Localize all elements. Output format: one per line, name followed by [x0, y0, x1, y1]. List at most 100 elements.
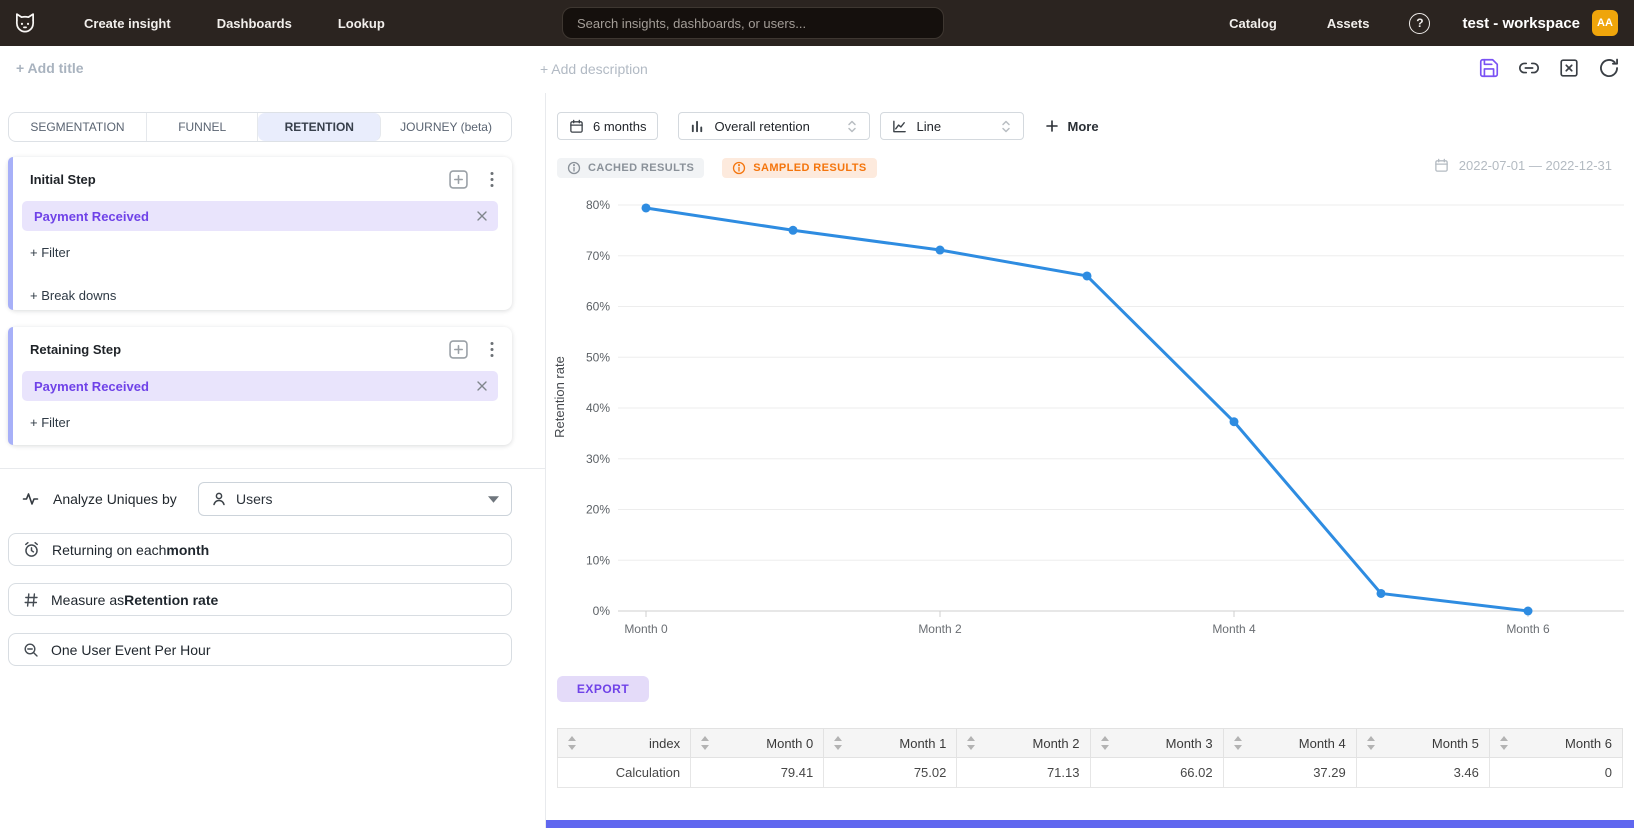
add-event-icon[interactable] [449, 170, 468, 189]
metric-select[interactable]: Overall retention [678, 112, 871, 140]
nav-catalog[interactable]: Catalog [1229, 15, 1277, 31]
dedupe-label: One User Event Per Hour [51, 641, 211, 658]
sort-icon[interactable] [1366, 736, 1375, 750]
results-panel: 6 months Overall retention Line Mo [546, 93, 1634, 828]
tab-retention[interactable]: RETENTION [258, 113, 382, 141]
chart-controls: 6 months Overall retention Line Mo [557, 112, 1099, 140]
sort-icon[interactable] [1499, 736, 1508, 750]
refresh-icon[interactable] [1598, 57, 1620, 79]
add-breakdown-button[interactable]: + Break downs [30, 288, 117, 303]
column-header-month-3[interactable]: Month 3 [1089, 728, 1224, 758]
table-cell: 66.02 [1089, 757, 1224, 788]
app-logo-cat-icon[interactable] [12, 10, 38, 36]
close-box-icon[interactable] [1558, 57, 1580, 79]
tab-segmentation[interactable]: SEGMENTATION [9, 113, 147, 141]
nav-dashboards[interactable]: Dashboards [216, 15, 292, 31]
tab-journey[interactable]: JOURNEY (beta) [400, 120, 492, 134]
column-label: Month 6 [1565, 735, 1612, 751]
svg-text:40%: 40% [586, 401, 610, 415]
remove-event-icon[interactable] [476, 380, 488, 392]
measure-as-button[interactable]: Measure as Retention rate [8, 583, 512, 616]
workspace-name[interactable]: test - workspace [1462, 14, 1580, 32]
info-icon [733, 161, 746, 175]
more-label: More [1067, 118, 1099, 134]
column-header-month-2[interactable]: Month 2 [956, 728, 1091, 758]
table-cell: Calculation [556, 757, 692, 788]
card-accent-bar [8, 157, 13, 310]
dedupe-events-button[interactable]: One User Event Per Hour [8, 633, 512, 666]
add-filter-button[interactable]: + Filter [30, 245, 71, 260]
tab-funnel[interactable]: FUNNEL [147, 113, 259, 141]
initial-step-event-pill[interactable]: Payment Received [22, 201, 498, 231]
column-label: Month 2 [1032, 735, 1080, 751]
svg-text:Month 0: Month 0 [624, 622, 668, 636]
more-options-button[interactable]: More [1046, 118, 1099, 134]
svg-text:10%: 10% [586, 553, 610, 567]
time-window-value: 6 months [593, 118, 647, 134]
sampled-results-label: SAMPLED RESULTS [753, 162, 867, 174]
sort-icon[interactable] [967, 736, 976, 750]
returning-period-button[interactable]: Returning on each month [8, 533, 512, 566]
column-label: Month 1 [899, 735, 947, 751]
retention-line-chart: 0% 10% 20% 30% 40% 50% 60% 70% 80% Month 0 Month 2… [552, 198, 1624, 636]
svg-text:Month 2: Month 2 [918, 622, 962, 636]
column-label: index [649, 735, 681, 751]
column-header-month-4[interactable]: Month 4 [1222, 728, 1357, 758]
measure-label: Measure as [51, 591, 125, 608]
nav-create-insight[interactable]: Create insight [84, 15, 171, 31]
column-header-month-0[interactable]: Month 0 [690, 728, 825, 758]
svg-text:20%: 20% [586, 503, 610, 517]
sort-icon[interactable] [834, 736, 843, 750]
date-range-value: 2022-07-01 — 2022-12-31 [1458, 158, 1612, 173]
nav-assets[interactable]: Assets [1326, 15, 1370, 31]
results-table: index Month 0 Month 1 Month 2 Month 3 Month 4… [556, 728, 1624, 788]
help-icon[interactable]: ? [1409, 12, 1431, 34]
svg-text:70%: 70% [586, 249, 610, 263]
kebab-menu-icon[interactable] [486, 341, 498, 358]
calendar-icon [570, 119, 583, 133]
column-header-month-6[interactable]: Month 6 [1488, 728, 1624, 758]
global-search[interactable] [562, 7, 944, 39]
calendar-icon [1434, 158, 1448, 172]
add-title-field[interactable]: + Add title [16, 60, 84, 76]
sort-icon[interactable] [1233, 736, 1242, 750]
analyze-entity-select[interactable]: Users [198, 482, 512, 516]
time-window-button[interactable]: 6 months [557, 112, 659, 140]
add-description-field[interactable]: + Add description [540, 61, 648, 77]
chart-type-select[interactable]: Line [880, 112, 1025, 140]
activity-pulse-icon [22, 491, 39, 507]
column-header-month-5[interactable]: Month 5 [1355, 728, 1490, 758]
column-label: Month 3 [1165, 735, 1213, 751]
column-label: Month 0 [766, 735, 814, 751]
add-filter-button[interactable]: + Filter [30, 415, 71, 430]
nav-lookup[interactable]: Lookup [337, 15, 385, 31]
save-icon[interactable] [1478, 57, 1500, 79]
analyze-uniques-label: Analyze Uniques by [53, 491, 177, 507]
column-label: Month 4 [1298, 735, 1346, 751]
add-event-icon[interactable] [449, 340, 468, 359]
insight-toolbar: + Add title + Add description [0, 46, 1634, 93]
table-cell: 3.46 [1355, 757, 1490, 788]
kebab-menu-icon[interactable] [486, 171, 498, 188]
svg-text:60%: 60% [586, 300, 610, 314]
column-header-month-1[interactable]: Month 1 [823, 728, 958, 758]
export-button[interactable]: EXPORT [557, 676, 649, 702]
search-input[interactable] [577, 15, 929, 31]
column-header-index[interactable]: index [556, 728, 692, 758]
chart-type-value: Line [916, 118, 942, 134]
results-table-header: index Month 0 Month 1 Month 2 Month 3 Month 4… [556, 728, 1624, 758]
initial-step-card: Initial Step Payment Received + Filter +… [8, 157, 512, 310]
sort-icon[interactable] [1100, 736, 1109, 750]
analyze-entity-value: Users [236, 491, 273, 507]
avatar[interactable]: AA [1592, 10, 1618, 36]
retaining-step-event-pill[interactable]: Payment Received [22, 371, 498, 401]
svg-text:Month 6: Month 6 [1506, 622, 1550, 636]
column-label: Month 5 [1431, 735, 1479, 751]
sort-icon[interactable] [701, 736, 710, 750]
sampled-results-badge: SAMPLED RESULTS [722, 158, 877, 178]
table-cell: 37.29 [1222, 757, 1357, 788]
sort-icon[interactable] [568, 736, 576, 750]
link-icon[interactable] [1518, 57, 1540, 79]
remove-event-icon[interactable] [476, 210, 488, 222]
returning-period-value: month [166, 541, 210, 558]
